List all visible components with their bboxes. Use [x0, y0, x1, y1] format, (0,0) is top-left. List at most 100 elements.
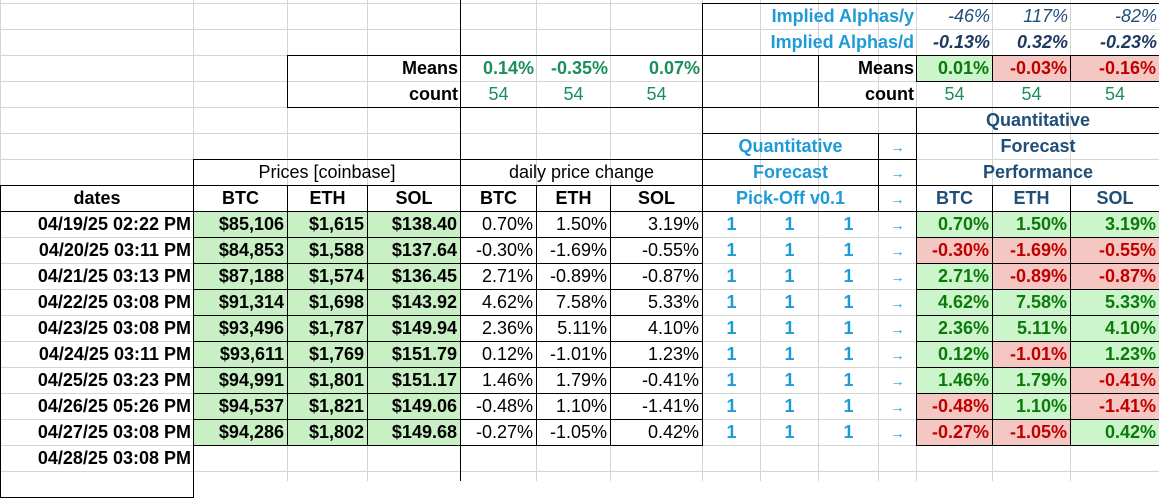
change-cell: 5.33% [610, 289, 703, 316]
performance-cell: 5.33% [1070, 289, 1159, 316]
forecast-cell: 1 [784, 214, 795, 234]
forecast-cell: 1 [784, 292, 795, 312]
change-cell: 7.58% [536, 289, 611, 316]
performance-cell: -1.69% [992, 237, 1071, 264]
date-cell: 04/25/25 03:23 PM [37, 370, 191, 390]
date-cell: 04/22/25 03:08 PM [37, 292, 191, 312]
change-cell: 1.50% [536, 211, 611, 238]
forecast-cell: 1 [843, 214, 854, 234]
border-box [702, 107, 1159, 134]
stat-value: -0.35% [550, 58, 608, 78]
stat-label: Implied Alphas/d [770, 32, 914, 52]
price-cell: $1,821 [287, 393, 368, 420]
arrow: → [890, 398, 905, 415]
change-cell: 0.42% [610, 419, 703, 446]
border-box [287, 55, 703, 108]
change-cell: -1.05% [536, 419, 611, 446]
price-cell: $94,991 [193, 367, 288, 394]
forecast-cell: 1 [843, 266, 854, 286]
price-cell: $1,574 [287, 263, 368, 290]
column-header: dates [0, 185, 194, 212]
change-cell: -1.01% [536, 341, 611, 368]
price-cell: $149.06 [367, 393, 461, 420]
change-cell: 3.19% [610, 211, 703, 238]
price-cell: $137.64 [367, 237, 461, 264]
stat-value: 54 [1021, 84, 1042, 104]
stat-value: -0.23% [1099, 32, 1157, 52]
change-cell: 5.11% [536, 315, 611, 342]
change-cell: 1.46% [460, 367, 537, 394]
performance-cell: 1.10% [992, 393, 1071, 420]
group-header: daily price change [460, 159, 703, 186]
forecast-cell: 1 [843, 422, 854, 442]
performance-cell: 1.79% [992, 367, 1071, 394]
price-cell: $149.68 [367, 419, 461, 446]
forecast-cell: 1 [843, 240, 854, 260]
change-cell: -1.41% [610, 393, 703, 420]
forecast-cell: 1 [843, 292, 854, 312]
change-cell: -0.89% [536, 263, 611, 290]
stat-value: 0.14% [482, 58, 534, 78]
price-cell: $1,588 [287, 237, 368, 264]
price-cell: $94,286 [193, 419, 288, 446]
group-header: Pick-Off v0.1 [702, 185, 879, 212]
grid-line [0, 29, 1159, 30]
grid-line [878, 0, 879, 481]
performance-cell: -1.05% [992, 419, 1071, 446]
stat-value: 54 [944, 84, 965, 104]
date-cell: 04/19/25 02:22 PM [37, 214, 191, 234]
performance-cell: 0.70% [916, 211, 993, 238]
change-cell: -0.87% [610, 263, 703, 290]
arrow: → [890, 320, 905, 337]
price-cell: $93,611 [193, 341, 288, 368]
date-cell: 04/28/25 03:08 PM [37, 448, 191, 468]
stat-value: 54 [646, 84, 667, 104]
arrow: → [890, 424, 905, 441]
grid-line [818, 0, 819, 481]
price-cell: $1,787 [287, 315, 368, 342]
price-cell: $94,537 [193, 393, 288, 420]
stat-label: Means [401, 58, 458, 78]
price-cell: $1,615 [287, 211, 368, 238]
forecast-cell: 1 [784, 318, 795, 338]
arrow: → [878, 133, 917, 160]
stat-value: 54 [488, 84, 509, 104]
column-header: ETH [536, 185, 611, 212]
performance-cell: 0.12% [916, 341, 993, 368]
stat-value: 0.07% [648, 58, 700, 78]
performance-cell: -0.41% [1070, 367, 1159, 394]
column-header: SOL [1070, 185, 1159, 212]
change-cell: 2.36% [460, 315, 537, 342]
arrow: → [890, 268, 905, 285]
price-cell: $87,188 [193, 263, 288, 290]
column-header: ETH [287, 185, 368, 212]
column-header: BTC [193, 185, 288, 212]
performance-cell: 2.71% [916, 263, 993, 290]
forecast-cell: 1 [784, 344, 795, 364]
change-cell: -0.30% [460, 237, 537, 264]
date-cell: 04/27/25 03:08 PM [37, 422, 191, 442]
price-cell: $143.92 [367, 289, 461, 316]
change-cell: 1.79% [536, 367, 611, 394]
performance-cell: -0.48% [916, 393, 993, 420]
column-header: BTC [460, 185, 537, 212]
forecast-cell: 1 [726, 344, 737, 364]
price-cell: $151.79 [367, 341, 461, 368]
stat-value: -0.03% [992, 55, 1071, 82]
arrow: → [890, 372, 905, 389]
performance-cell: -0.87% [1070, 263, 1159, 290]
performance-cell: 3.19% [1070, 211, 1159, 238]
date-cell: 04/26/25 05:26 PM [37, 396, 191, 416]
change-cell: 1.23% [610, 341, 703, 368]
stat-value: 0.32% [1016, 32, 1068, 52]
arrow: → [890, 216, 905, 233]
performance-cell: 1.50% [992, 211, 1071, 238]
performance-cell: 1.23% [1070, 341, 1159, 368]
performance-cell: -0.55% [1070, 237, 1159, 264]
price-cell: $91,314 [193, 289, 288, 316]
arrow: → [890, 242, 905, 259]
performance-cell: -0.89% [992, 263, 1071, 290]
stat-value: 54 [563, 84, 584, 104]
price-cell: $138.40 [367, 211, 461, 238]
price-cell: $136.45 [367, 263, 461, 290]
